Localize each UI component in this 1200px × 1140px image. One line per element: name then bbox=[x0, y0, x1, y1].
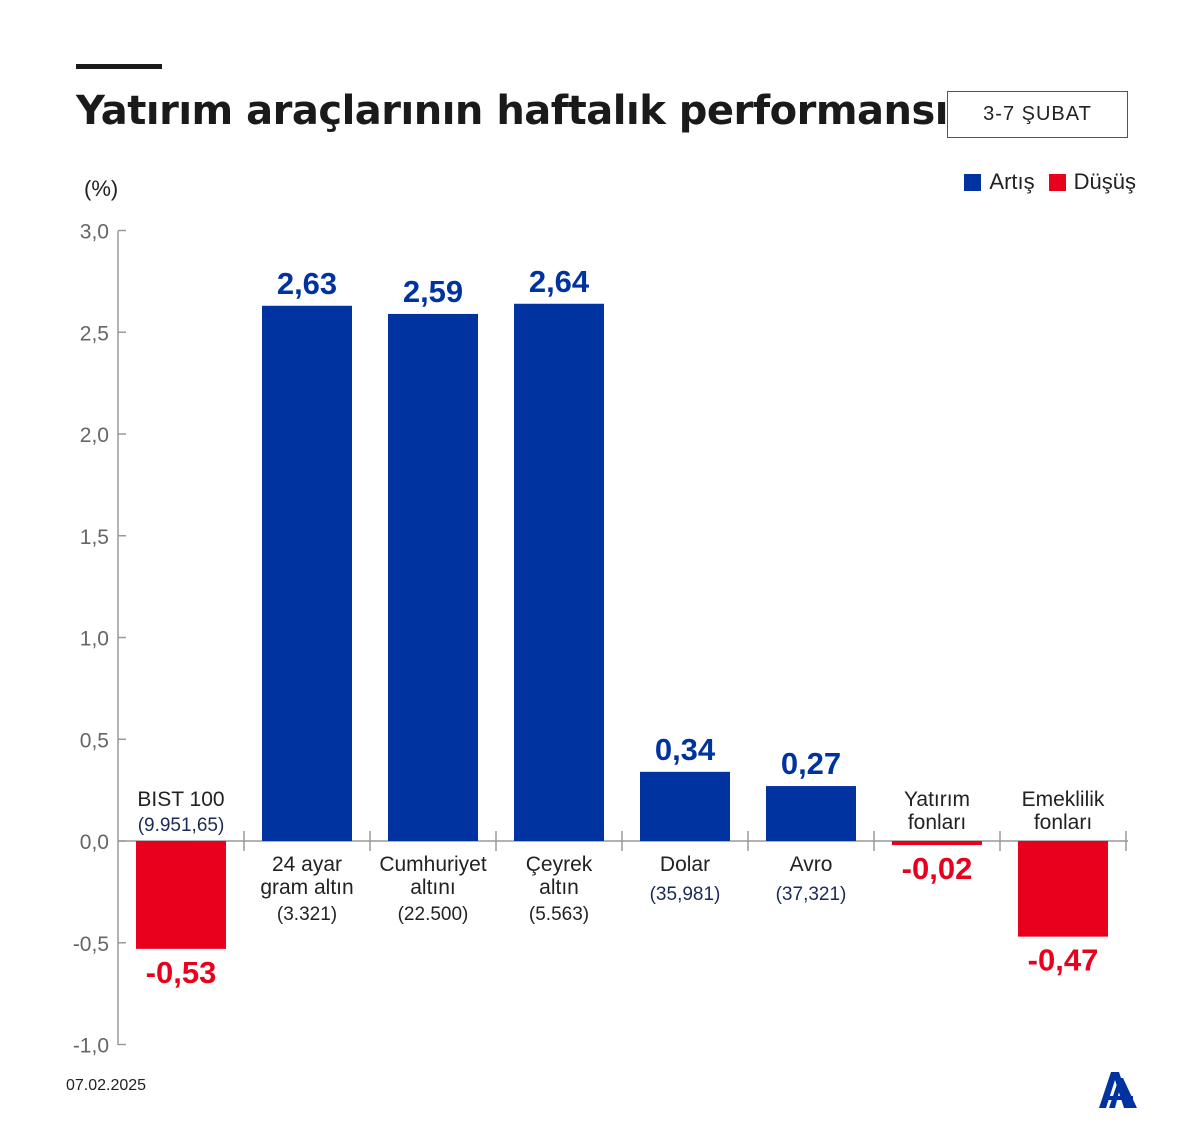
category-label: Çeyrek bbox=[526, 853, 593, 876]
category-label: Cumhuriyet bbox=[379, 853, 487, 876]
legend-swatch-red bbox=[1048, 173, 1066, 191]
legend-label: Düşüş bbox=[1073, 169, 1136, 194]
category-label: altın bbox=[539, 876, 579, 899]
y-tick-label: 1,0 bbox=[80, 628, 109, 651]
bar bbox=[136, 841, 226, 949]
category-price: (35,981) bbox=[650, 884, 721, 905]
data-label: 2,59 bbox=[403, 274, 463, 309]
y-tick-label: 1,5 bbox=[80, 526, 109, 549]
bar bbox=[262, 305, 352, 841]
category-label: fonları bbox=[1034, 811, 1092, 834]
category-price: (37,321) bbox=[776, 884, 847, 905]
legend: Artış Düşüş bbox=[964, 169, 1136, 195]
data-label: -0,47 bbox=[1028, 943, 1099, 978]
category-label: Yatırım bbox=[904, 788, 970, 811]
title-rule bbox=[76, 64, 162, 69]
category-label: altını bbox=[410, 876, 456, 899]
category-price: (5.563) bbox=[529, 904, 589, 925]
y-tick-label: 2,5 bbox=[80, 322, 109, 345]
data-label: 0,34 bbox=[655, 732, 716, 767]
bar bbox=[640, 771, 730, 841]
y-axis-unit: (%) bbox=[84, 176, 119, 201]
y-tick-label: -0,5 bbox=[73, 933, 109, 956]
category-label: fonları bbox=[908, 811, 966, 834]
footer-date: 07.02.2025 bbox=[66, 1077, 147, 1094]
y-tick-label: 2,0 bbox=[80, 424, 109, 447]
y-tick-label: 3,0 bbox=[80, 221, 109, 244]
category-label: Avro bbox=[790, 853, 833, 876]
bar bbox=[514, 303, 604, 841]
category-label: gram altın bbox=[260, 876, 353, 899]
category-price: (3.321) bbox=[277, 904, 337, 925]
data-label: 2,64 bbox=[529, 264, 590, 299]
legend-swatch-blue bbox=[964, 173, 982, 191]
data-label: 2,63 bbox=[277, 266, 337, 301]
category-price: (9.951,65) bbox=[138, 815, 225, 836]
y-tick-label: 0,5 bbox=[80, 729, 109, 752]
category-label: BIST 100 bbox=[137, 788, 224, 811]
bar bbox=[766, 786, 856, 841]
legend-label: Artış bbox=[989, 169, 1035, 194]
bar bbox=[388, 313, 478, 841]
legend-item-decrease: Düşüş bbox=[1048, 169, 1136, 195]
data-label: -0,02 bbox=[902, 851, 973, 886]
chart-title: Yatırım araçlarının haftalık performansı bbox=[76, 88, 949, 134]
category-label: Emeklilik bbox=[1022, 788, 1105, 811]
data-label: 0,27 bbox=[781, 746, 841, 781]
aa-logo bbox=[1099, 1072, 1137, 1108]
bar bbox=[892, 841, 982, 846]
category-label: Dolar bbox=[660, 853, 710, 876]
legend-item-increase: Artış bbox=[964, 169, 1035, 195]
period-badge: 3-7 ŞUBAT bbox=[947, 91, 1128, 138]
y-tick-label: 0,0 bbox=[80, 831, 109, 854]
bar bbox=[1018, 841, 1108, 937]
category-label: 24 ayar bbox=[272, 853, 342, 876]
data-label: -0,53 bbox=[146, 955, 217, 990]
y-tick-label: -1,0 bbox=[73, 1035, 109, 1058]
category-price: (22.500) bbox=[398, 904, 469, 925]
